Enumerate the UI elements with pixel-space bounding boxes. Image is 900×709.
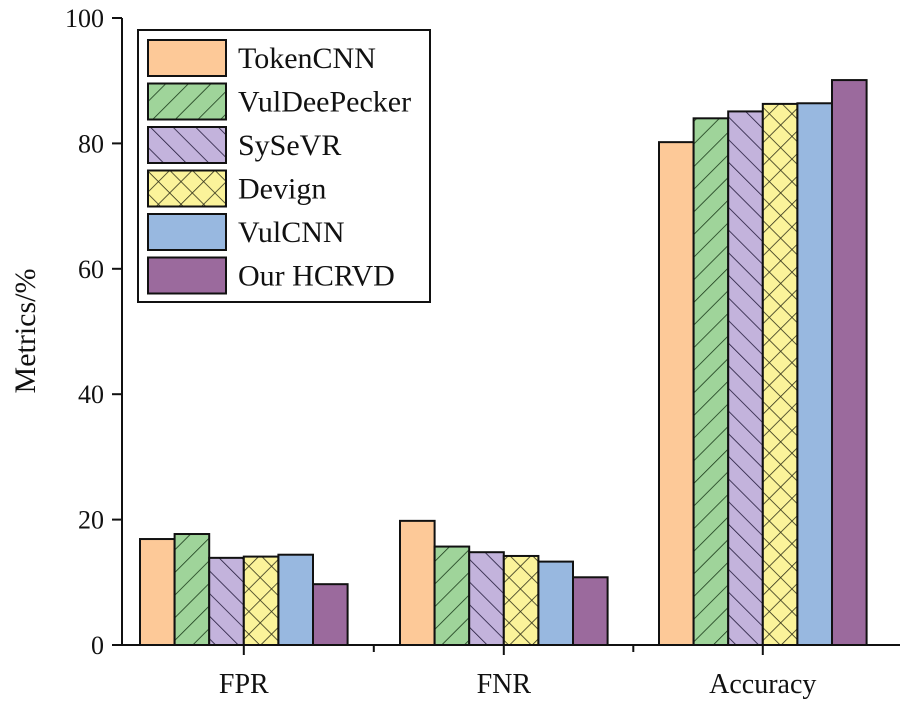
- y-tick-label: 60: [78, 255, 104, 284]
- bar-hatch: [243, 556, 279, 645]
- bar-hatch: [469, 552, 504, 645]
- bar-hatch: [434, 546, 470, 645]
- bar-our-hcrvd-fpr: [313, 584, 348, 645]
- legend-label-vulcnn: VulCNN: [238, 216, 345, 249]
- legend-swatch-our-hcrvd: [148, 257, 226, 294]
- bar-hatch: [728, 111, 763, 646]
- legend-swatch-outline: [147, 126, 227, 164]
- y-tick-label: 0: [91, 631, 104, 660]
- bar-vulcnn-fpr: [278, 554, 313, 645]
- axes: [121, 18, 900, 646]
- y-tick-label: 80: [78, 129, 104, 158]
- bar-tokencnn-fnr: [400, 520, 435, 645]
- legend-label-our-hcrvd: Our HCRVD: [238, 260, 395, 293]
- legend-swatch-hatch: [148, 127, 226, 163]
- x-tick-label-fpr: FPR: [219, 669, 269, 700]
- legend-swatch-outline: [147, 256, 227, 295]
- legend-label-tokencnn: TokenCNN: [238, 42, 376, 75]
- x-tick-label-accuracy: Accuracy: [709, 669, 816, 700]
- bar-hatch: [503, 555, 539, 645]
- bar-our-hcrvd-accuracy: [832, 80, 867, 645]
- bars-group: [139, 79, 868, 647]
- bar-our-hcrvd-fnr: [573, 577, 608, 645]
- legend-swatch-outline: [147, 82, 227, 121]
- legend-swatch-hatch: [148, 170, 226, 207]
- bar-tokencnn-accuracy: [659, 142, 694, 645]
- bar-hatch: [762, 103, 798, 646]
- y-axis-label: Metrics/%: [9, 269, 42, 394]
- bar-hatch: [693, 118, 729, 645]
- bar-tokencnn-fpr: [140, 539, 175, 645]
- legend-swatch-outline: [147, 213, 227, 251]
- legend-label-devign: Devign: [238, 173, 326, 206]
- legend-label-sysevr: SySeVR: [238, 129, 341, 162]
- y-tick-label: 40: [78, 380, 104, 409]
- bar-hatch: [174, 534, 210, 645]
- legend-swatch-hatch: [148, 83, 226, 120]
- legend-swatch-outline: [147, 169, 227, 208]
- y-tick-label: 100: [65, 4, 104, 33]
- legend: TokenCNN VulDeePecker SySeVR Devign VulCNN Ou…: [137, 29, 431, 303]
- bar-hatch: [209, 557, 244, 645]
- legend-label-vuldeepecker: VulDeePecker: [238, 86, 411, 119]
- bar-vulcnn-fnr: [538, 561, 573, 645]
- legend-swatch-vulcnn: [148, 214, 226, 250]
- bar-vulcnn-accuracy: [797, 103, 832, 646]
- x-tick-label-fnr: FNR: [477, 669, 532, 700]
- y-tick-label: 20: [78, 506, 104, 535]
- legend-swatch-outline: [147, 39, 227, 77]
- legend-swatch-tokencnn: [148, 40, 226, 76]
